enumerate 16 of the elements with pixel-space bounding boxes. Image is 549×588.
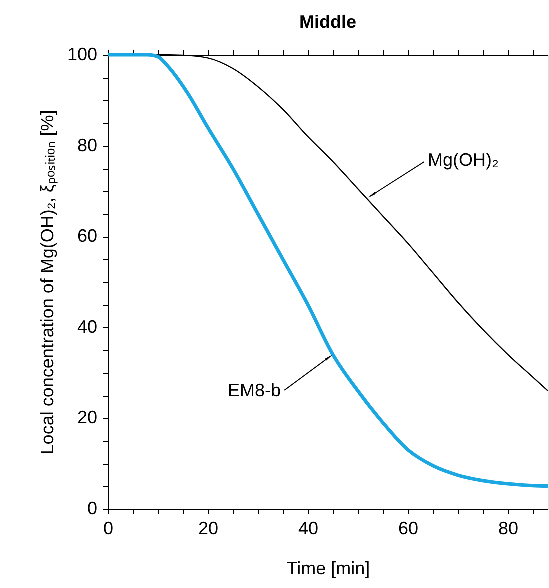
annotation: EM8-b — [228, 380, 281, 401]
y-tick-label: 80 — [77, 135, 98, 156]
x-tick-label: 20 — [198, 518, 219, 538]
x-tick-label: 80 — [498, 518, 519, 538]
y-tick-label: 0 — [87, 498, 98, 518]
y-tick-label: 20 — [77, 408, 98, 428]
x-axis-title: Time [min] — [286, 558, 370, 578]
x-tick-label: 60 — [398, 518, 419, 538]
annotation: Mg(OH)₂ — [428, 150, 499, 170]
y-axis-title: Local concentration of Mg(OH)₂, ξₚₒₛᵢₜᵢₒₙ [%] — [37, 110, 58, 455]
chart-title: Middle — [300, 12, 356, 32]
y-tick-label: 40 — [77, 316, 98, 337]
y-tick-label: 100 — [67, 44, 98, 64]
y-tick-label: 60 — [77, 226, 98, 246]
x-tick-label: 40 — [298, 518, 319, 538]
x-tick-label: 0 — [103, 518, 114, 538]
